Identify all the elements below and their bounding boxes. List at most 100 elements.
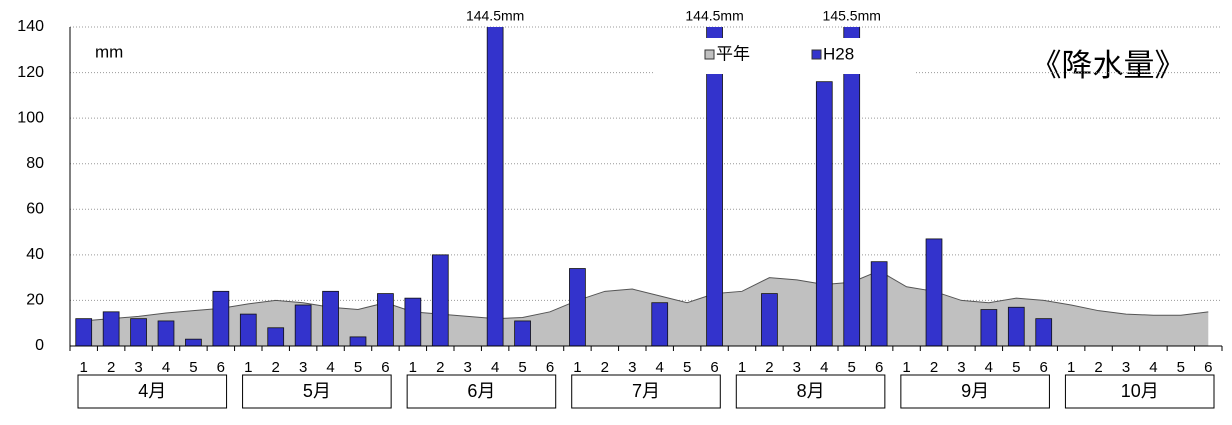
- x-tick-label: 6: [875, 359, 883, 376]
- x-tick-label: 6: [381, 359, 389, 376]
- y-tick-label: 20: [26, 292, 44, 309]
- x-tick-label: 3: [628, 359, 636, 376]
- group-box: [735, 374, 886, 409]
- x-tick-label: 3: [464, 359, 472, 376]
- bar: [761, 293, 778, 347]
- x-tick-label: 6: [217, 359, 225, 376]
- group-label: 4月: [138, 381, 166, 401]
- bar: [815, 81, 833, 347]
- bar: [651, 302, 669, 347]
- x-tick-label: 1: [409, 359, 417, 376]
- group-box: [1064, 374, 1215, 409]
- x-tick-label: 2: [1094, 359, 1102, 376]
- y-tick-label: 60: [26, 201, 44, 218]
- x-tick-label: 2: [436, 359, 444, 376]
- bar: [322, 290, 339, 347]
- group-box: [242, 374, 392, 409]
- y-unit: mm: [95, 42, 123, 61]
- bar: [130, 318, 147, 347]
- x-tick-label: 1: [1067, 359, 1075, 376]
- bar: [349, 336, 367, 347]
- group-box: [406, 374, 557, 409]
- x-tick-label: 1: [573, 359, 581, 376]
- x-tick-label: 4: [1149, 359, 1157, 376]
- bar: [294, 304, 312, 347]
- bar: [75, 318, 93, 347]
- x-tick-label: 1: [244, 359, 252, 376]
- x-tick-label: 1: [902, 359, 910, 376]
- x-tick-label: 2: [765, 359, 773, 376]
- value-label: 145.5mm: [823, 8, 881, 24]
- bar: [157, 320, 175, 347]
- legend-swatch: [811, 49, 822, 60]
- group-label: 7月: [632, 381, 660, 401]
- bar: [1035, 318, 1053, 347]
- x-tick-label: 4: [656, 359, 664, 376]
- x-tick-label: 3: [793, 359, 801, 376]
- group-box: [571, 374, 721, 409]
- value-label: 144.5mm: [685, 8, 743, 24]
- value-label: 144.5mm: [466, 8, 524, 24]
- x-tick-label: 2: [930, 359, 938, 376]
- x-tick-label: 5: [354, 359, 362, 376]
- x-tick-label: 5: [189, 359, 197, 376]
- x-tick-label: 3: [134, 359, 142, 376]
- x-tick-label: 5: [1177, 359, 1185, 376]
- bar: [267, 327, 285, 347]
- bar: [569, 268, 586, 347]
- group-label: 8月: [797, 381, 825, 401]
- area-line: [83, 270, 1209, 322]
- bar: [239, 313, 257, 347]
- x-tick-label: 2: [107, 359, 115, 376]
- bar: [486, 27, 504, 347]
- group-label: 9月: [961, 381, 989, 401]
- bar: [212, 290, 230, 347]
- legend-label: 平年: [716, 44, 750, 63]
- x-tick-label: 6: [710, 359, 718, 376]
- x-tick-label: 4: [985, 359, 993, 376]
- bar: [404, 297, 422, 347]
- x-tick-label: 4: [326, 359, 334, 376]
- y-tick-label: 100: [17, 109, 44, 126]
- x-tick-label: 6: [1204, 359, 1212, 376]
- bar: [925, 238, 943, 347]
- bar: [514, 320, 531, 347]
- x-tick-label: 1: [738, 359, 746, 376]
- bar: [431, 254, 449, 347]
- group-label: 5月: [303, 381, 331, 401]
- bar: [1007, 306, 1025, 347]
- group-label: 10月: [1121, 381, 1159, 401]
- plot-area: [75, 27, 1209, 347]
- x-tick-label: 4: [820, 359, 828, 376]
- x-tick-label: 6: [1040, 359, 1048, 376]
- group-box: [900, 374, 1050, 409]
- legend-label: H28: [823, 44, 854, 63]
- chart-title: 《降水量》: [1031, 48, 1186, 83]
- y-tick-label: 40: [26, 246, 44, 263]
- bar: [102, 311, 120, 347]
- x-tick-label: 4: [162, 359, 170, 376]
- legend-swatch: [704, 49, 715, 60]
- x-tick-label: 3: [957, 359, 965, 376]
- bar: [185, 338, 202, 347]
- x-tick-label: 6: [546, 359, 554, 376]
- x-tick-label: 5: [1012, 359, 1020, 376]
- group-label: 6月: [467, 381, 495, 401]
- x-tick-label: 3: [299, 359, 307, 376]
- x-tick-label: 4: [491, 359, 499, 376]
- x-tick-label: 3: [1122, 359, 1130, 376]
- bar: [377, 293, 394, 347]
- x-tick-label: 5: [518, 359, 526, 376]
- x-tick-label: 5: [683, 359, 691, 376]
- group-box: [77, 374, 228, 409]
- bar: [980, 309, 998, 347]
- x-tick-label: 1: [80, 359, 88, 376]
- x-tick-label: 2: [272, 359, 280, 376]
- y-tick-label: 120: [17, 64, 44, 81]
- y-tick-label: 0: [35, 337, 44, 354]
- y-tick-label: 140: [17, 18, 44, 35]
- x-tick-label: 2: [601, 359, 609, 376]
- bar: [870, 261, 888, 347]
- y-tick-label: 80: [26, 155, 44, 172]
